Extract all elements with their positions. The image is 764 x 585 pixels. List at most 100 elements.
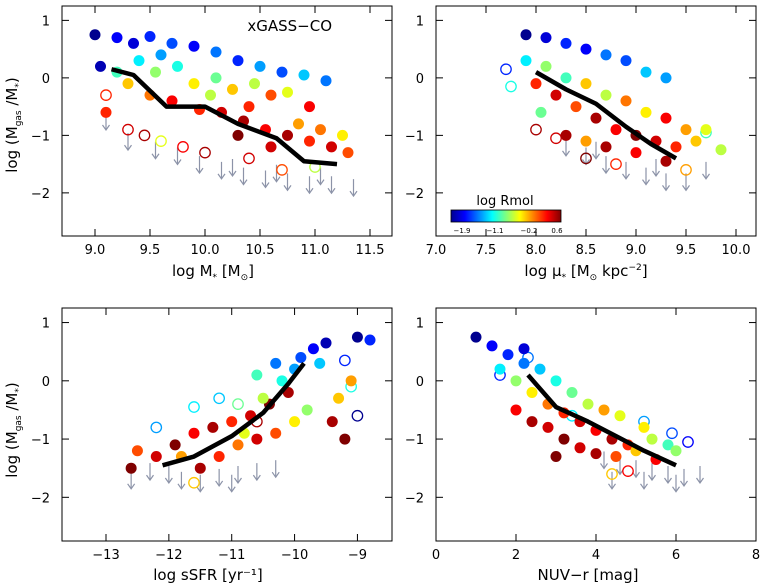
upper-limit-arrow (215, 468, 224, 487)
upper-limit-arrow (127, 471, 136, 490)
upper-limit-arrow (173, 147, 182, 166)
upper-limit-arrow (680, 468, 688, 487)
data-point (662, 439, 674, 451)
upper-limit-arrow (622, 161, 630, 180)
arrow-head (600, 463, 608, 470)
arrow-head (349, 190, 358, 198)
x-axis-label-density: log μ* [M⊙ kpc−2] (524, 262, 647, 283)
x-tick-label: 7.0 (426, 243, 447, 258)
upper-limit-arrow (682, 173, 690, 192)
y-tick-label: 0 (42, 375, 50, 390)
data-point (320, 337, 332, 349)
data-point (518, 343, 530, 355)
data-point (205, 89, 216, 101)
data-point (550, 451, 562, 463)
x-tick-label: −10 (281, 548, 308, 563)
upper-limit-arrow (146, 463, 154, 482)
x-axis-label-mass: log M* [M⊙] (172, 262, 254, 283)
open-point (666, 427, 678, 440)
arrow-head (622, 173, 630, 180)
data-point (304, 135, 315, 147)
data-point (125, 462, 137, 474)
open-point (680, 164, 692, 176)
plot-frame (61, 5, 393, 237)
data-point (188, 78, 200, 90)
y-tick-label: 1 (416, 317, 424, 332)
y-tick-label: −1 (31, 433, 50, 448)
data-point (550, 375, 562, 387)
open-point (276, 164, 288, 176)
data-point (715, 144, 727, 156)
x-tick-label: −9 (348, 548, 367, 563)
data-point (270, 357, 282, 369)
upper-limit-arrow (177, 471, 186, 490)
data-point (550, 89, 562, 101)
data-point (249, 78, 260, 90)
x-axis-label-nuv-r: NUV−r [mag] (538, 566, 639, 584)
upper-limit-arrow (702, 161, 710, 180)
data-point (600, 49, 612, 61)
open-point (188, 476, 200, 489)
arrow-head (124, 144, 132, 152)
upper-limit-arrow (600, 451, 608, 470)
data-point (166, 37, 178, 49)
data-point (520, 55, 532, 67)
data-point (339, 433, 351, 445)
data-point (307, 343, 319, 355)
data-point (172, 60, 183, 72)
arrow-head (272, 176, 281, 183)
arrow-head (327, 187, 336, 195)
upper-limit-arrow (228, 159, 237, 178)
data-point (282, 86, 293, 98)
data-point (257, 392, 269, 404)
data-point (518, 357, 530, 369)
upper-limit-arrow (642, 167, 650, 186)
y-axis-label: log (Mgas /M*) (3, 382, 24, 477)
data-point (620, 55, 632, 67)
data-point (345, 375, 357, 387)
arrow-head (261, 182, 270, 189)
plot-area (500, 29, 727, 192)
upper-limit-arrow (217, 161, 226, 180)
colorbar-tick: 0.6 (551, 227, 563, 235)
data-point (128, 37, 139, 49)
data-point (540, 32, 552, 44)
data-point (486, 340, 498, 352)
plot-frame (435, 5, 757, 237)
open-point (622, 465, 634, 477)
data-point (289, 416, 301, 428)
arrow-head (592, 153, 600, 160)
x-tick-label: 10.0 (722, 243, 751, 258)
x-tick-label: 10.5 (246, 243, 275, 258)
arrow-head (283, 185, 292, 192)
data-point (166, 95, 178, 107)
data-point (351, 331, 363, 343)
data-point (526, 386, 538, 398)
arrow-head (252, 474, 261, 482)
data-point (314, 357, 326, 369)
x-tick-label: 8.5 (576, 243, 597, 258)
data-point (534, 363, 546, 375)
data-point (276, 375, 288, 387)
colorbar-tick: −1.9 (454, 227, 471, 235)
upper-limit-arrow (662, 173, 670, 192)
data-point (265, 141, 277, 153)
data-point (207, 421, 219, 433)
data-point (670, 445, 682, 457)
x-tick-label: 0 (432, 548, 440, 563)
data-point (133, 55, 145, 67)
x-tick-label: 11.0 (301, 243, 330, 258)
arrow-head (195, 167, 204, 175)
arrow-head (680, 480, 688, 487)
x-tick-label: 8 (752, 548, 760, 563)
colorbar-label: log Rmol (476, 194, 533, 209)
upper-limit-arrow (696, 466, 704, 485)
data-point (100, 106, 112, 118)
upper-limit-arrow (592, 141, 600, 160)
data-point (304, 101, 315, 113)
data-point (520, 29, 532, 41)
y-tick-label: 1 (42, 317, 50, 332)
arrow-head (305, 187, 314, 195)
arrow-head (664, 477, 672, 485)
